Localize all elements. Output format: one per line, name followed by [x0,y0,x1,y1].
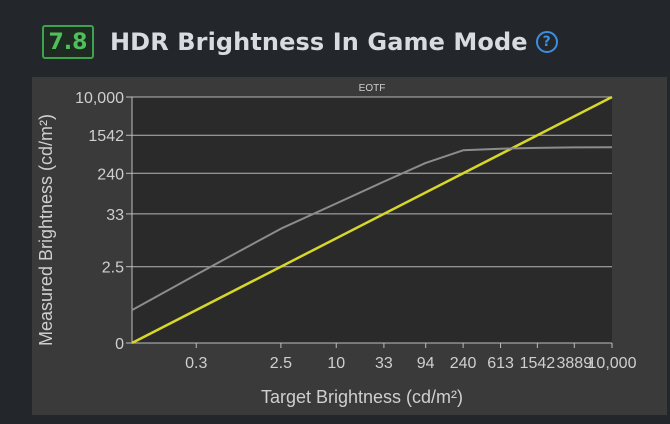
x-axis-label: Target Brightness (cd/m²) [261,387,463,407]
score-badge: 7.8 [42,25,94,59]
y-tick-label: 10,000 [75,90,124,107]
y-tick-label: 33 [106,207,124,224]
chart-panel: 0 2.5 33 240 1542 10,000 0.3 2.5 10 33 94 240 613 154… [32,77,667,415]
x-tick-label: 240 [450,355,477,372]
y-axis-label: Measured Brightness (cd/m²) [36,114,56,346]
x-tick-label: 613 [487,355,514,372]
x-tick-label: 33 [375,355,393,372]
question-circle-icon[interactable]: ? [535,31,558,53]
plot-title: EOTF [359,83,386,94]
x-tick-label: 10,000 [588,355,637,372]
eotf-chart: 0 2.5 33 240 1542 10,000 0.3 2.5 10 33 94 240 613 154… [36,83,637,407]
x-tick-label: 1542 [520,355,556,372]
x-tick-label: 94 [417,355,435,372]
x-tick-label: 10 [327,355,345,372]
chart-header: 7.8 HDR Brightness In Game Mode ? [42,22,558,62]
chart-title: HDR Brightness In Game Mode [110,28,528,56]
measured-series-line [131,146,613,311]
x-tick-label: 2.5 [270,355,292,372]
y-tick-label: 1542 [88,128,124,145]
x-tick-label: 0.3 [185,355,207,372]
y-tick-label: 240 [97,166,124,183]
target-series-line [131,95,613,345]
y-tick-label: 2.5 [102,260,124,277]
x-tick-label: 3889 [557,355,593,372]
y-tick-label: 0 [115,336,124,353]
